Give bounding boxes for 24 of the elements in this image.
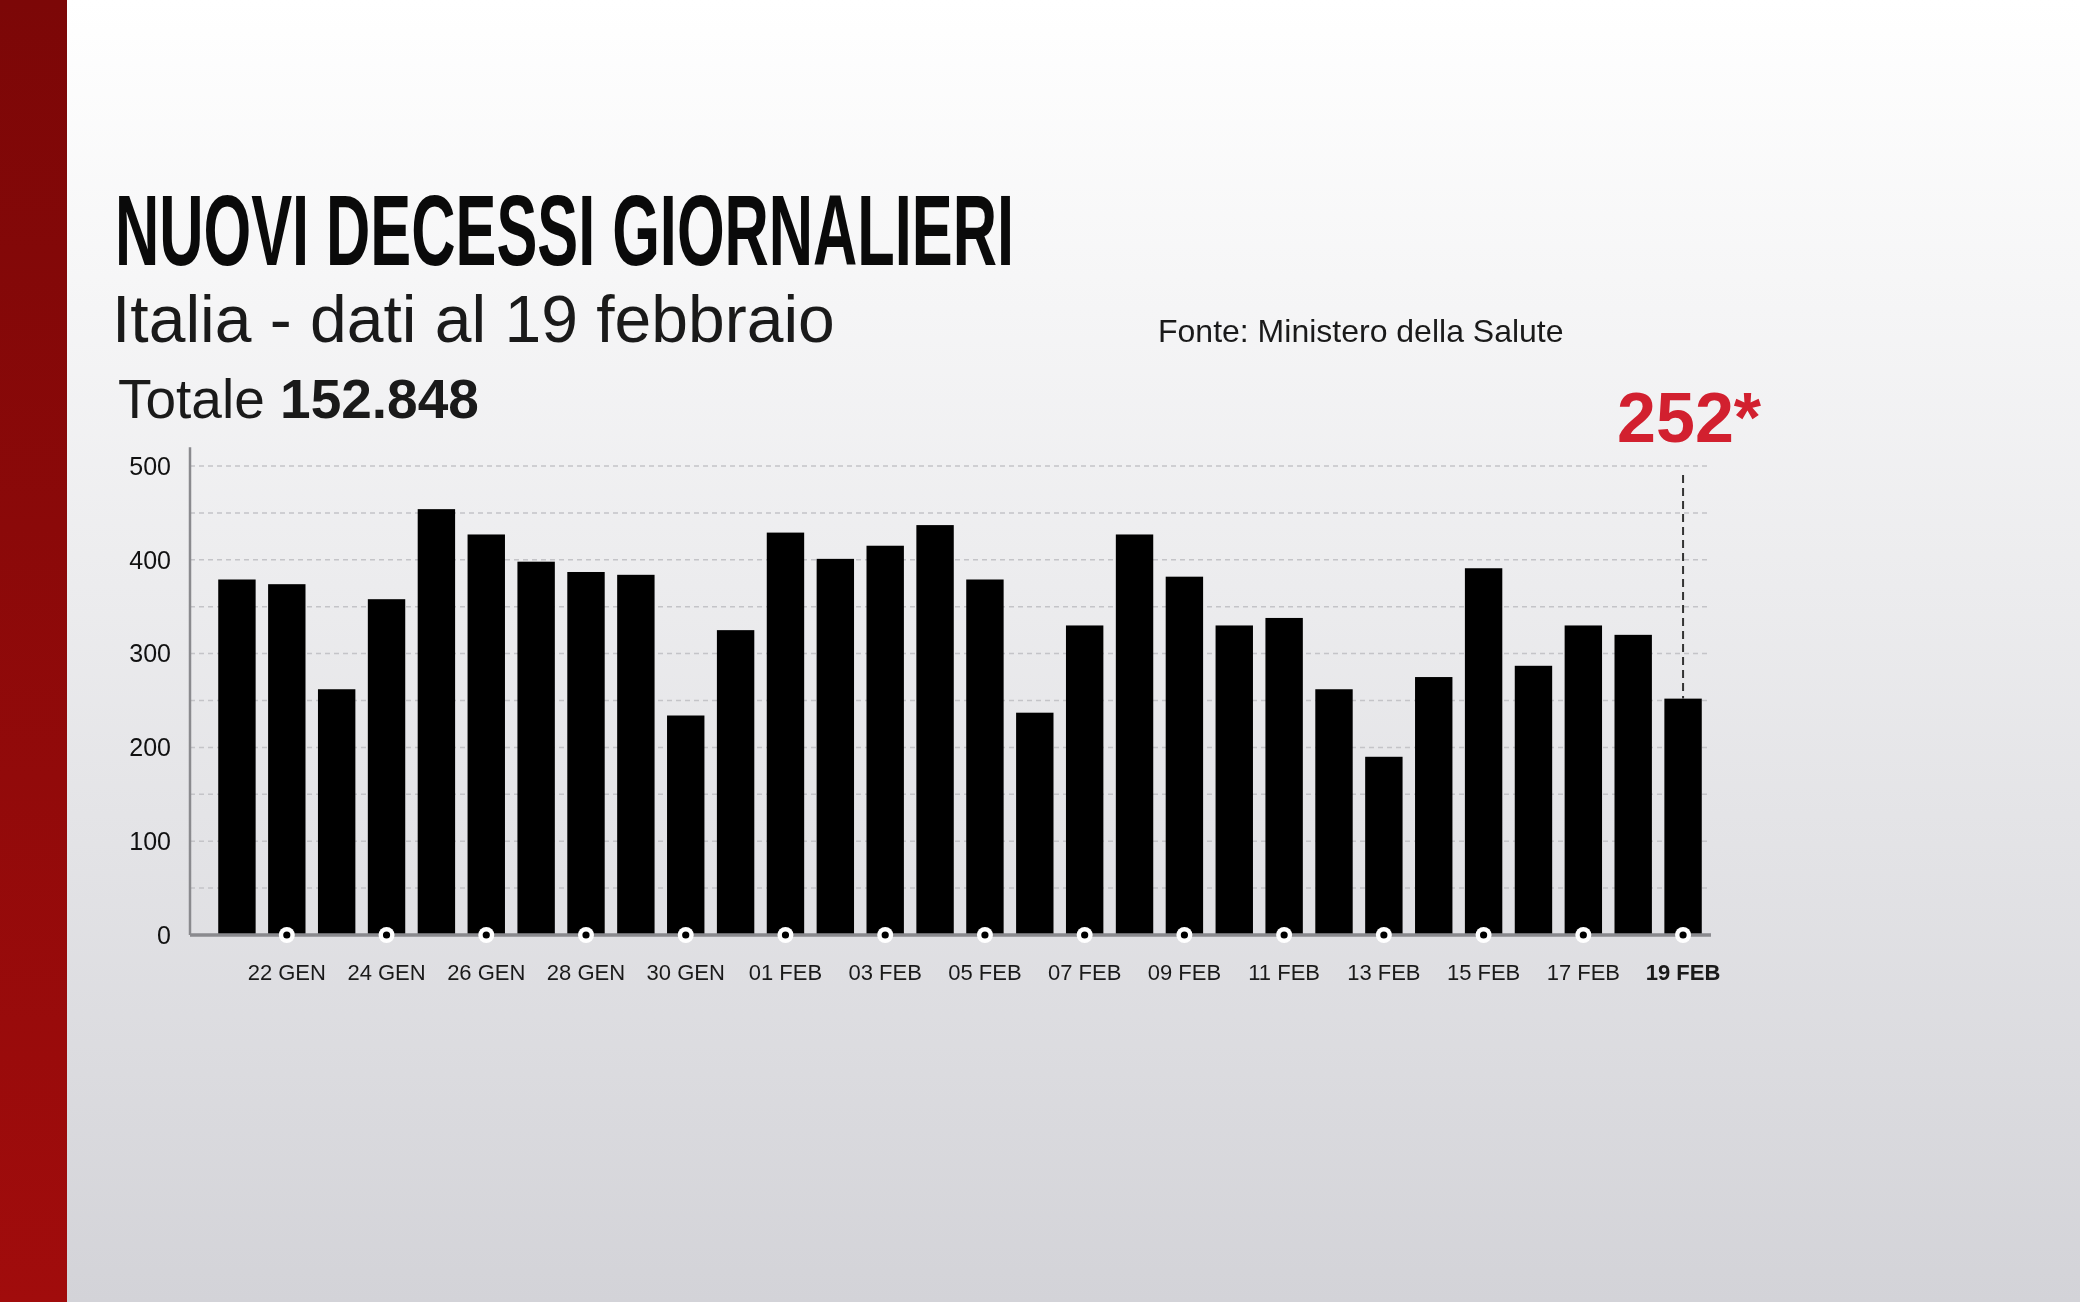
x-tick-label: 17 FEB [1546, 959, 1621, 985]
text: Totale 152.848 [118, 368, 479, 430]
y-tick-label: 100 [129, 826, 171, 855]
x-tick-label: 26 GEN [447, 959, 526, 985]
y-tick-label: 400 [129, 545, 171, 574]
x-tick-label: 11 FEB [1248, 959, 1321, 985]
x-tick-label: 24 GEN [347, 959, 426, 985]
y-tick-label: 500 [129, 451, 171, 480]
x-tick-label: 07 FEB [1047, 959, 1122, 985]
x-tick-label: 13 FEB [1347, 959, 1421, 985]
source-note: Fonte: Ministero della Salute [1158, 313, 1564, 349]
x-tick-label: 03 FEB [848, 959, 922, 985]
x-tick-label: 01 FEB [748, 959, 823, 985]
y-tick-label: 0 [157, 920, 171, 949]
x-tick-label: 19 FEB [1645, 959, 1721, 985]
x-tick-label: 09 FEB [1147, 959, 1222, 985]
y-tick-label: 300 [129, 639, 171, 668]
x-tick-label: 28 GEN [546, 959, 626, 985]
x-tick-label: 15 FEB [1446, 959, 1521, 985]
x-tick-label: 05 FEB [948, 959, 1022, 985]
x-tick-label: 30 GEN [646, 959, 725, 985]
y-tick-label: 200 [129, 733, 171, 762]
annotation: 252* [1617, 379, 1762, 457]
x-tick-label: 22 GEN [247, 959, 326, 985]
